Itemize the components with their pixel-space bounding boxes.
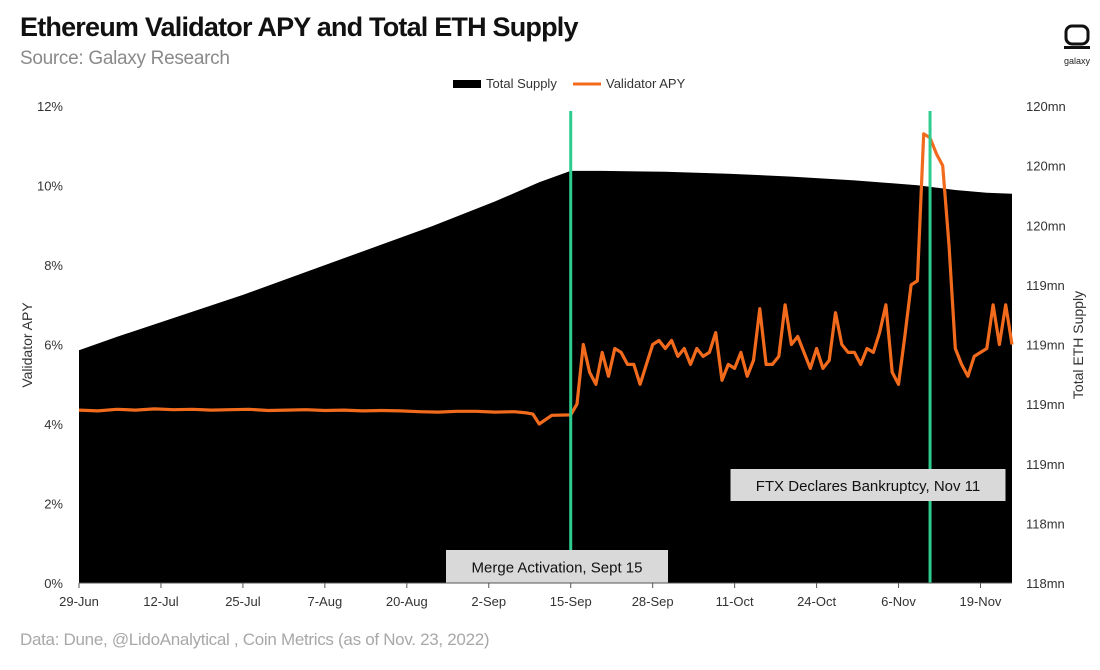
legend-label-total-supply: Total Supply: [486, 76, 557, 91]
y-right-tick-label: 119mn: [1026, 278, 1065, 293]
x-tick-label: 15-Sep: [550, 594, 592, 609]
x-tick-label: 24-Oct: [797, 594, 836, 609]
y-right-tick-label: 119mn: [1026, 338, 1065, 353]
galaxy-logo: galaxy: [1060, 24, 1094, 66]
x-tick-label: 19-Nov: [960, 594, 1002, 609]
y-left-tick-label: 8%: [44, 258, 63, 273]
annotation-label-ftx: FTX Declares Bankruptcy, Nov 11: [756, 478, 981, 495]
y-left-axis-title: Validator APY: [19, 302, 35, 388]
logo-text: galaxy: [1063, 56, 1090, 66]
legend-swatch-total-supply: [453, 80, 481, 88]
y-right-tick-label: 118mn: [1026, 576, 1065, 591]
chart-title: Ethereum Validator APY and Total ETH Sup…: [20, 12, 579, 42]
x-tick-label: 6-Nov: [881, 594, 916, 609]
y-left-tick-label: 12%: [37, 99, 63, 114]
x-tick-label: 2-Sep: [471, 594, 506, 609]
x-tick-label: 20-Aug: [386, 594, 428, 609]
y-right-tick-label: 120mn: [1026, 159, 1066, 174]
y-left-tick-label: 6%: [44, 338, 63, 353]
x-tick-label: 29-Jun: [59, 594, 99, 609]
legend: Total Supply Validator APY: [453, 76, 686, 91]
x-tick-label: 25-Jul: [225, 594, 261, 609]
legend-label-validator-apy: Validator APY: [606, 76, 686, 91]
y-right-tick-label: 119mn: [1026, 457, 1065, 472]
y-right-tick-label: 120mn: [1026, 218, 1066, 233]
y-right-tick-label: 120mn: [1026, 99, 1066, 114]
chart-subtitle: Source: Galaxy Research: [20, 48, 230, 69]
y-right-tick-label: 118mn: [1026, 516, 1065, 531]
y-left-tick-label: 2%: [44, 497, 63, 512]
y-left-tick-label: 10%: [37, 179, 63, 194]
galaxy-logo-icon: [1064, 24, 1090, 49]
annotation-label-merge: Merge Activation, Sept 15: [472, 560, 643, 577]
chart-area: Total Supply Validator APY Merge Activat…: [19, 76, 1086, 609]
x-tick-label: 11-Oct: [716, 594, 754, 609]
y-right-axis-title: Total ETH Supply: [1070, 291, 1086, 399]
x-tick-label: 28-Sep: [632, 594, 674, 609]
y-left-tick-label: 4%: [44, 417, 63, 432]
y-left-tick-label: 0%: [44, 576, 63, 591]
validator-apy-line: [78, 132, 1014, 426]
y-right-tick-label: 119mn: [1026, 397, 1065, 412]
data-source-note: Data: Dune, @LidoAnalytical , Coin Metri…: [20, 630, 490, 649]
x-tick-label: 7-Aug: [308, 594, 343, 609]
x-tick-label: 12-Jul: [143, 594, 179, 609]
annotation-box-merge: [446, 550, 668, 583]
total-supply-area: [79, 170, 1012, 583]
annotation-box-ftx: [730, 469, 1006, 501]
